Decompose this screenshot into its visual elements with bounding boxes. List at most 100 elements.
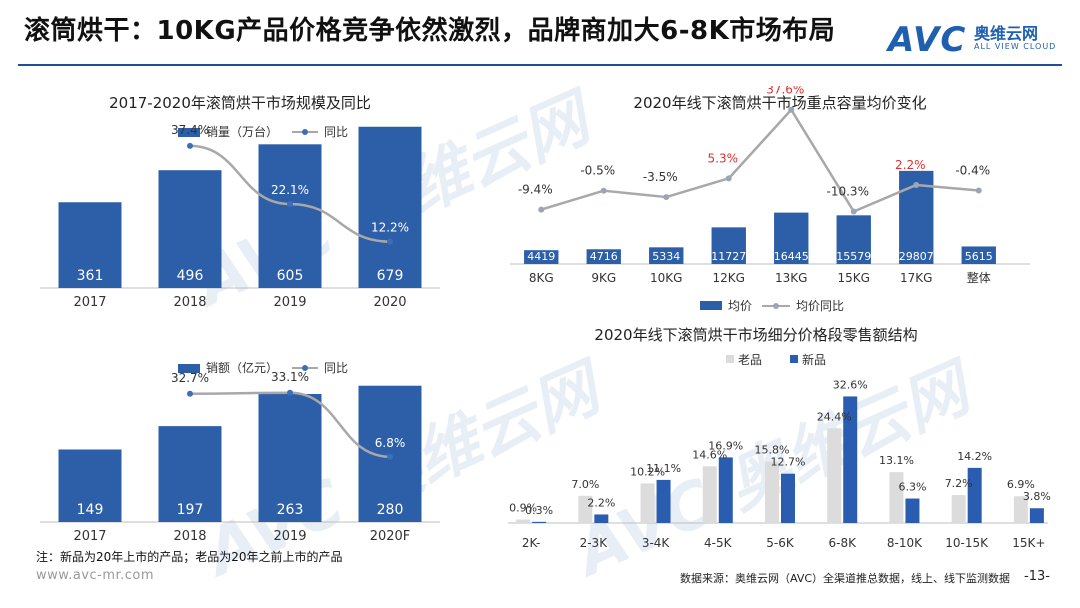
- bar-9KG: [586, 249, 621, 264]
- bar-value-label: 29807: [899, 250, 934, 263]
- bar-value-label: 11727: [711, 250, 746, 263]
- x-tick-label: 2019: [273, 295, 306, 310]
- legend-new-label: 新品: [802, 352, 826, 367]
- x-tick-label: 2018: [173, 529, 206, 544]
- new-value-label: 12.7%: [771, 456, 806, 469]
- new-value-label: 14.2%: [957, 450, 992, 463]
- x-tick-label: 17KG: [900, 271, 932, 285]
- yoy-point: [187, 390, 193, 397]
- legend-line-marker: [302, 129, 308, 135]
- bar-8KG: [524, 250, 559, 264]
- chart-capacity-panel: 2020年线下滚筒烘干市场重点容量均价变化 4419 8KG 4716 9KG 5334 1…: [500, 83, 1060, 316]
- x-tick-label: 整体: [967, 270, 991, 285]
- x-tick-label: 2017: [73, 295, 106, 310]
- legend-bar-swatch: [178, 128, 200, 137]
- legend-old-swatch: [726, 355, 734, 363]
- logo-mark: AVC: [888, 20, 967, 60]
- x-tick-label: 2K-: [522, 536, 541, 550]
- legend-bar-swatch: [178, 364, 200, 373]
- bar-value-label: 197: [177, 502, 204, 518]
- chart-segment-panel: 2020年线下滚筒烘干市场细分价格段零售额结构 老品 新品 0.9% 0.3% 2K- 7.…: [500, 318, 1060, 558]
- legend-new-swatch: [790, 355, 798, 363]
- old-value-label: 10.2%: [630, 465, 665, 478]
- bar-old-5-6K: [765, 461, 779, 523]
- bar-new-8-10K: [905, 498, 920, 523]
- x-tick-label: 15KG: [838, 271, 870, 285]
- chart-revenue: 销额（亿元） 同比 149 2017 197 2018 263 2019 280 2020F 32.…: [40, 360, 440, 544]
- new-value-label: 2.2%: [587, 496, 615, 509]
- bar-value-label: 263: [277, 502, 304, 518]
- yoy-label: 32.7%: [171, 371, 209, 385]
- yoy-line: [540, 108, 979, 213]
- bar-整体: [961, 246, 996, 264]
- bar-new-6-8K: [843, 396, 858, 523]
- legend-line-label: 同比: [324, 125, 348, 139]
- yoy-label: 37.4%: [171, 123, 209, 137]
- bar-old-8-10K: [889, 472, 904, 523]
- title-divider: [18, 64, 1062, 66]
- x-tick-label: 8KG: [529, 271, 554, 285]
- bar-old-2-3K: [578, 495, 593, 523]
- site-url[interactable]: www.avc-mr.com: [36, 568, 155, 583]
- chart-revenue-panel: 销额（亿元） 同比 149 2017 197 2018 263 2019 280 2020F 32.…: [40, 350, 460, 550]
- bar-new-3-4K: [656, 479, 671, 523]
- new-value-label: 6.3%: [898, 481, 926, 494]
- bar-value-label: 496: [177, 268, 204, 284]
- old-value-label: 13.1%: [879, 454, 914, 467]
- bar-old-15K+: [1013, 496, 1028, 523]
- chart-capacity: 2020年线下滚筒烘干市场重点容量均价变化 4419 8KG 4716 9KG 5334 1…: [510, 83, 1030, 313]
- x-tick-label: 6-8K: [828, 536, 857, 550]
- yoy-point: [913, 181, 920, 188]
- bar-2020: [358, 126, 422, 288]
- x-tick-label: 15K+: [1012, 536, 1045, 550]
- x-tick-label: 3-4K: [642, 536, 671, 550]
- yoy-point: [538, 206, 545, 213]
- old-value-label: 7.2%: [945, 477, 973, 490]
- footnote: 注：新品为20年上市的产品；老品为20年之前上市的产品: [36, 550, 343, 564]
- bar-2017: [58, 202, 122, 288]
- yoy-label: 22.1%: [271, 183, 309, 197]
- bar-2019: [258, 144, 322, 288]
- chart-title: 2020年线下滚筒烘干市场重点容量均价变化: [633, 94, 926, 112]
- x-tick-label: 9KG: [591, 271, 616, 285]
- bar-new-4-5K: [718, 457, 733, 523]
- yoy-label: -10.3%: [827, 185, 869, 199]
- chart-volume-panel: 2017-2020年滚筒烘干市场规模及同比 销量（万台） 同比 361 2017 496 2…: [40, 86, 460, 326]
- bar-value-label: 361: [77, 268, 104, 284]
- old-value-label: 24.4%: [817, 410, 852, 423]
- bar-old-2K-: [516, 519, 531, 523]
- bar-15KG: [836, 215, 871, 264]
- yoy-point: [187, 142, 193, 149]
- chart-title: 2020年线下滚筒烘干市场细分价格段零售额结构: [594, 326, 917, 344]
- bar-value-label: 15579: [836, 250, 871, 263]
- yoy-label: -3.5%: [643, 170, 678, 184]
- yoy-label: -0.4%: [955, 163, 990, 177]
- yoy-point: [975, 187, 982, 194]
- bar-value-label: 16445: [774, 250, 809, 263]
- old-value-label: 0.9%: [509, 502, 537, 515]
- page-title: 滚筒烘干：10KG产品价格竞争依然激烈，品牌商加大6-8K市场布局: [24, 16, 836, 46]
- bar-value-label: 605: [277, 268, 304, 284]
- x-tick-label: 2019: [273, 529, 306, 544]
- new-value-label: 3.8%: [1023, 490, 1051, 503]
- new-value-label: 32.6%: [833, 378, 868, 391]
- yoy-point: [850, 208, 857, 215]
- new-value-label: 11.1%: [646, 462, 681, 475]
- old-value-label: 6.9%: [1007, 478, 1035, 491]
- page-number: -13-: [1024, 569, 1050, 584]
- bar-old-10-15K: [951, 495, 966, 523]
- old-value-label: 14.6%: [692, 448, 727, 461]
- x-tick-label: 2-3K: [580, 536, 609, 550]
- bar-new-5-6K: [781, 473, 795, 523]
- x-tick-label: 4-5K: [704, 536, 733, 550]
- yoy-label: -0.5%: [580, 164, 615, 178]
- x-tick-label: 8-10K: [887, 536, 923, 550]
- yoy-point: [287, 201, 293, 208]
- brand-logo: AVC 奥维云网 ALL VIEW CLOUD: [888, 18, 1058, 62]
- bar-value-label: 5334: [652, 250, 680, 263]
- bar-value-label: 5615: [965, 250, 993, 263]
- bar-old-6-8K: [827, 428, 842, 523]
- bar-value-label: 4419: [527, 250, 555, 263]
- yoy-point: [600, 187, 607, 194]
